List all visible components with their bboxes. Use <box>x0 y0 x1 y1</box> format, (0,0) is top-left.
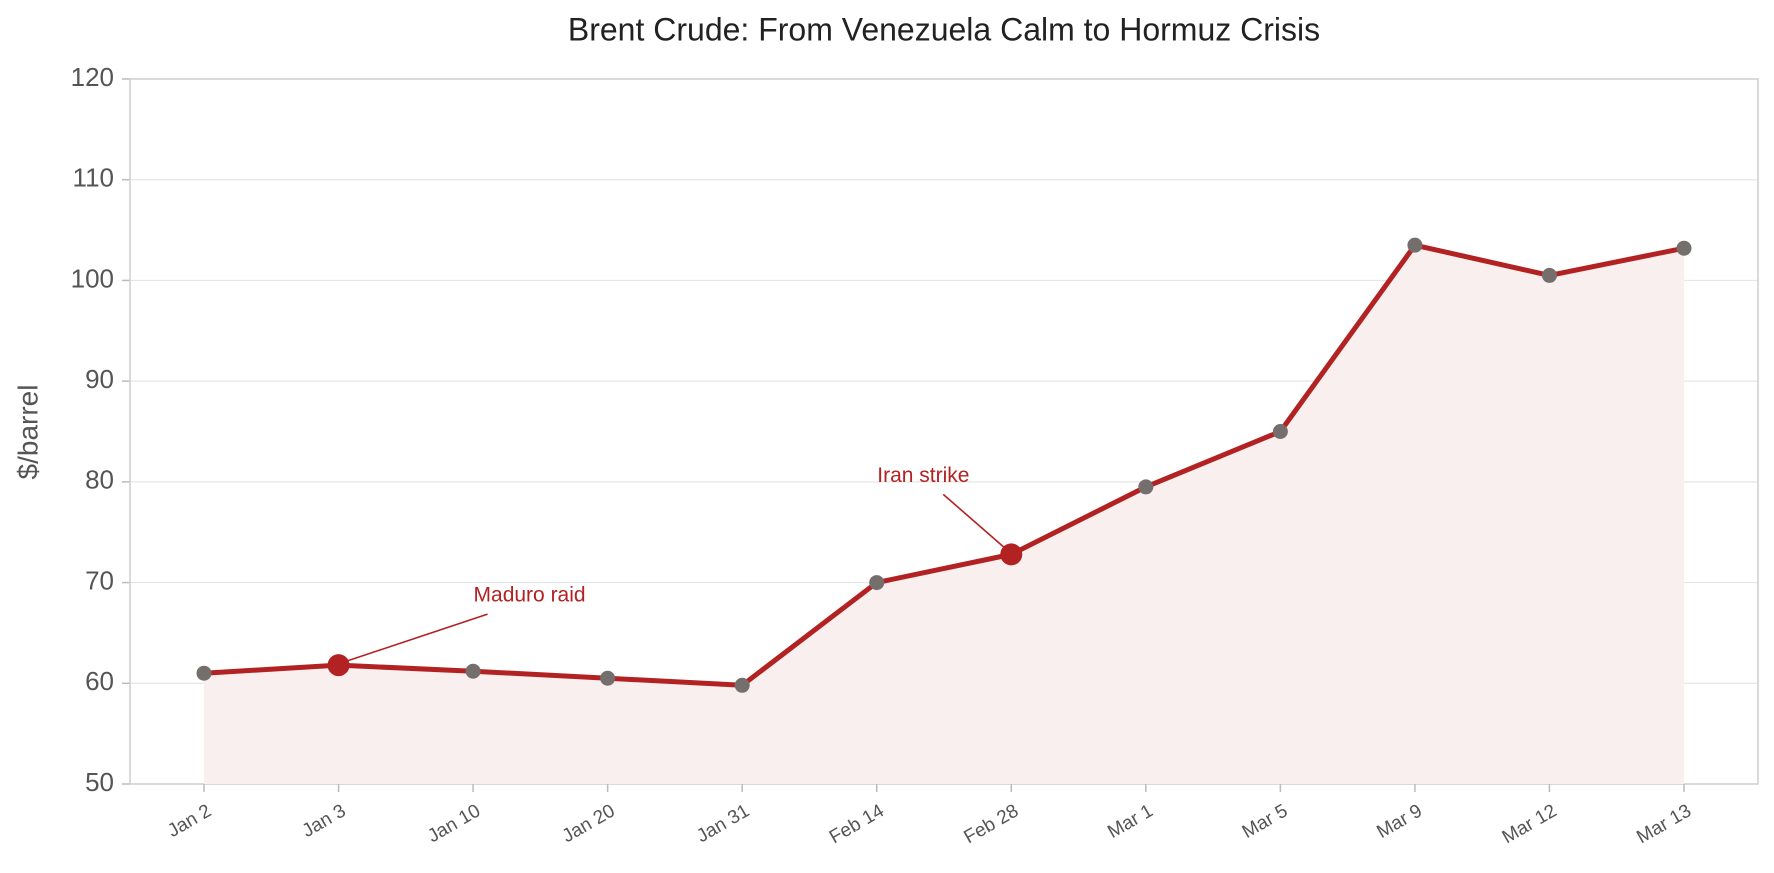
marker <box>1541 267 1557 283</box>
x-tick-label: Feb 28 <box>961 800 1023 848</box>
y-tick-label: 120 <box>71 62 114 92</box>
x-tick-label: Jan 3 <box>299 800 350 841</box>
marker <box>869 575 885 591</box>
marker <box>465 663 481 679</box>
chart-title: Brent Crude: From Venezuela Calm to Horm… <box>568 11 1320 47</box>
highlight-marker <box>1000 543 1023 566</box>
annotation: Iran strike <box>877 464 969 487</box>
y-tick-label: 70 <box>85 565 114 595</box>
highlight-marker <box>327 654 350 677</box>
annotation-arrow <box>942 493 1006 549</box>
y-axis-label: $/barrel <box>12 385 43 480</box>
x-tick-label: Jan 2 <box>164 800 215 841</box>
marker <box>1407 237 1423 253</box>
x-tick-label: Jan 20 <box>559 800 619 847</box>
y-tick-label: 90 <box>85 364 114 394</box>
marker <box>600 670 616 686</box>
annotation: Maduro raid <box>474 584 586 607</box>
y-tick-label: 50 <box>85 767 114 797</box>
marker <box>196 665 212 681</box>
marker <box>1138 479 1154 495</box>
x-tick-label: Jan 10 <box>424 800 484 847</box>
y-tick-label: 80 <box>85 465 114 495</box>
y-tick-label: 110 <box>73 163 114 193</box>
x-tick-label: Jan 31 <box>693 800 753 847</box>
y-tick-label: 60 <box>85 666 114 696</box>
marker <box>1272 424 1288 439</box>
y-tick-label: 100 <box>71 263 114 293</box>
area <box>204 245 1684 784</box>
x-tick-label: Mar 1 <box>1104 800 1157 842</box>
x-tick-label: Mar 13 <box>1633 800 1695 848</box>
line <box>203 242 1685 688</box>
x-tick-label: Mar 9 <box>1373 800 1426 842</box>
x-tick-label: Feb 14 <box>826 800 888 848</box>
x-tick-label: Mar 12 <box>1499 800 1561 848</box>
annotation-arrow <box>346 613 488 662</box>
marker <box>1676 240 1692 256</box>
x-tick-label: Mar 5 <box>1239 800 1292 842</box>
marker <box>734 677 750 693</box>
